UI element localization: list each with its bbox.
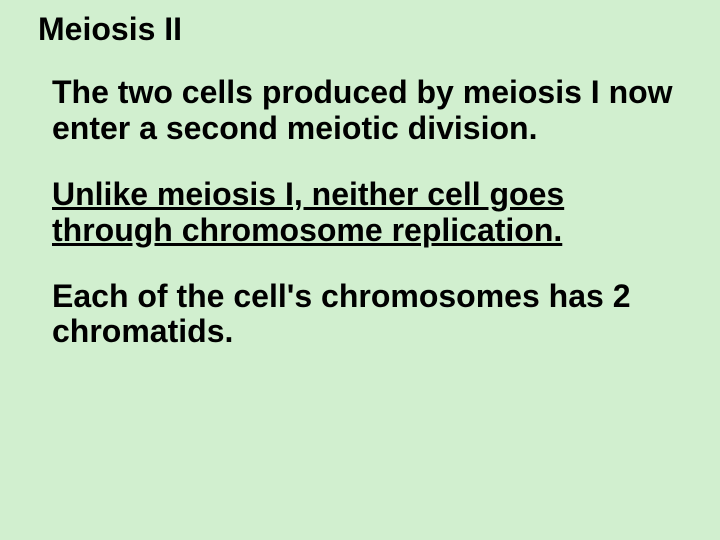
paragraph-3: Each of the cell's chromosomes has 2 chr… xyxy=(52,279,680,351)
slide-title: Meiosis II xyxy=(38,12,720,47)
paragraph-2: Unlike meiosis I, neither cell goes thro… xyxy=(52,177,680,249)
paragraph-1-text: The two cells produced by meiosis I now … xyxy=(52,74,673,146)
paragraph-3-text: Each of the cell's chromosomes has 2 chr… xyxy=(52,278,630,350)
paragraph-2-text: Unlike meiosis I, neither cell goes thro… xyxy=(52,176,564,248)
slide: Meiosis II The two cells produced by mei… xyxy=(0,0,720,540)
paragraph-1: The two cells produced by meiosis I now … xyxy=(52,75,680,147)
